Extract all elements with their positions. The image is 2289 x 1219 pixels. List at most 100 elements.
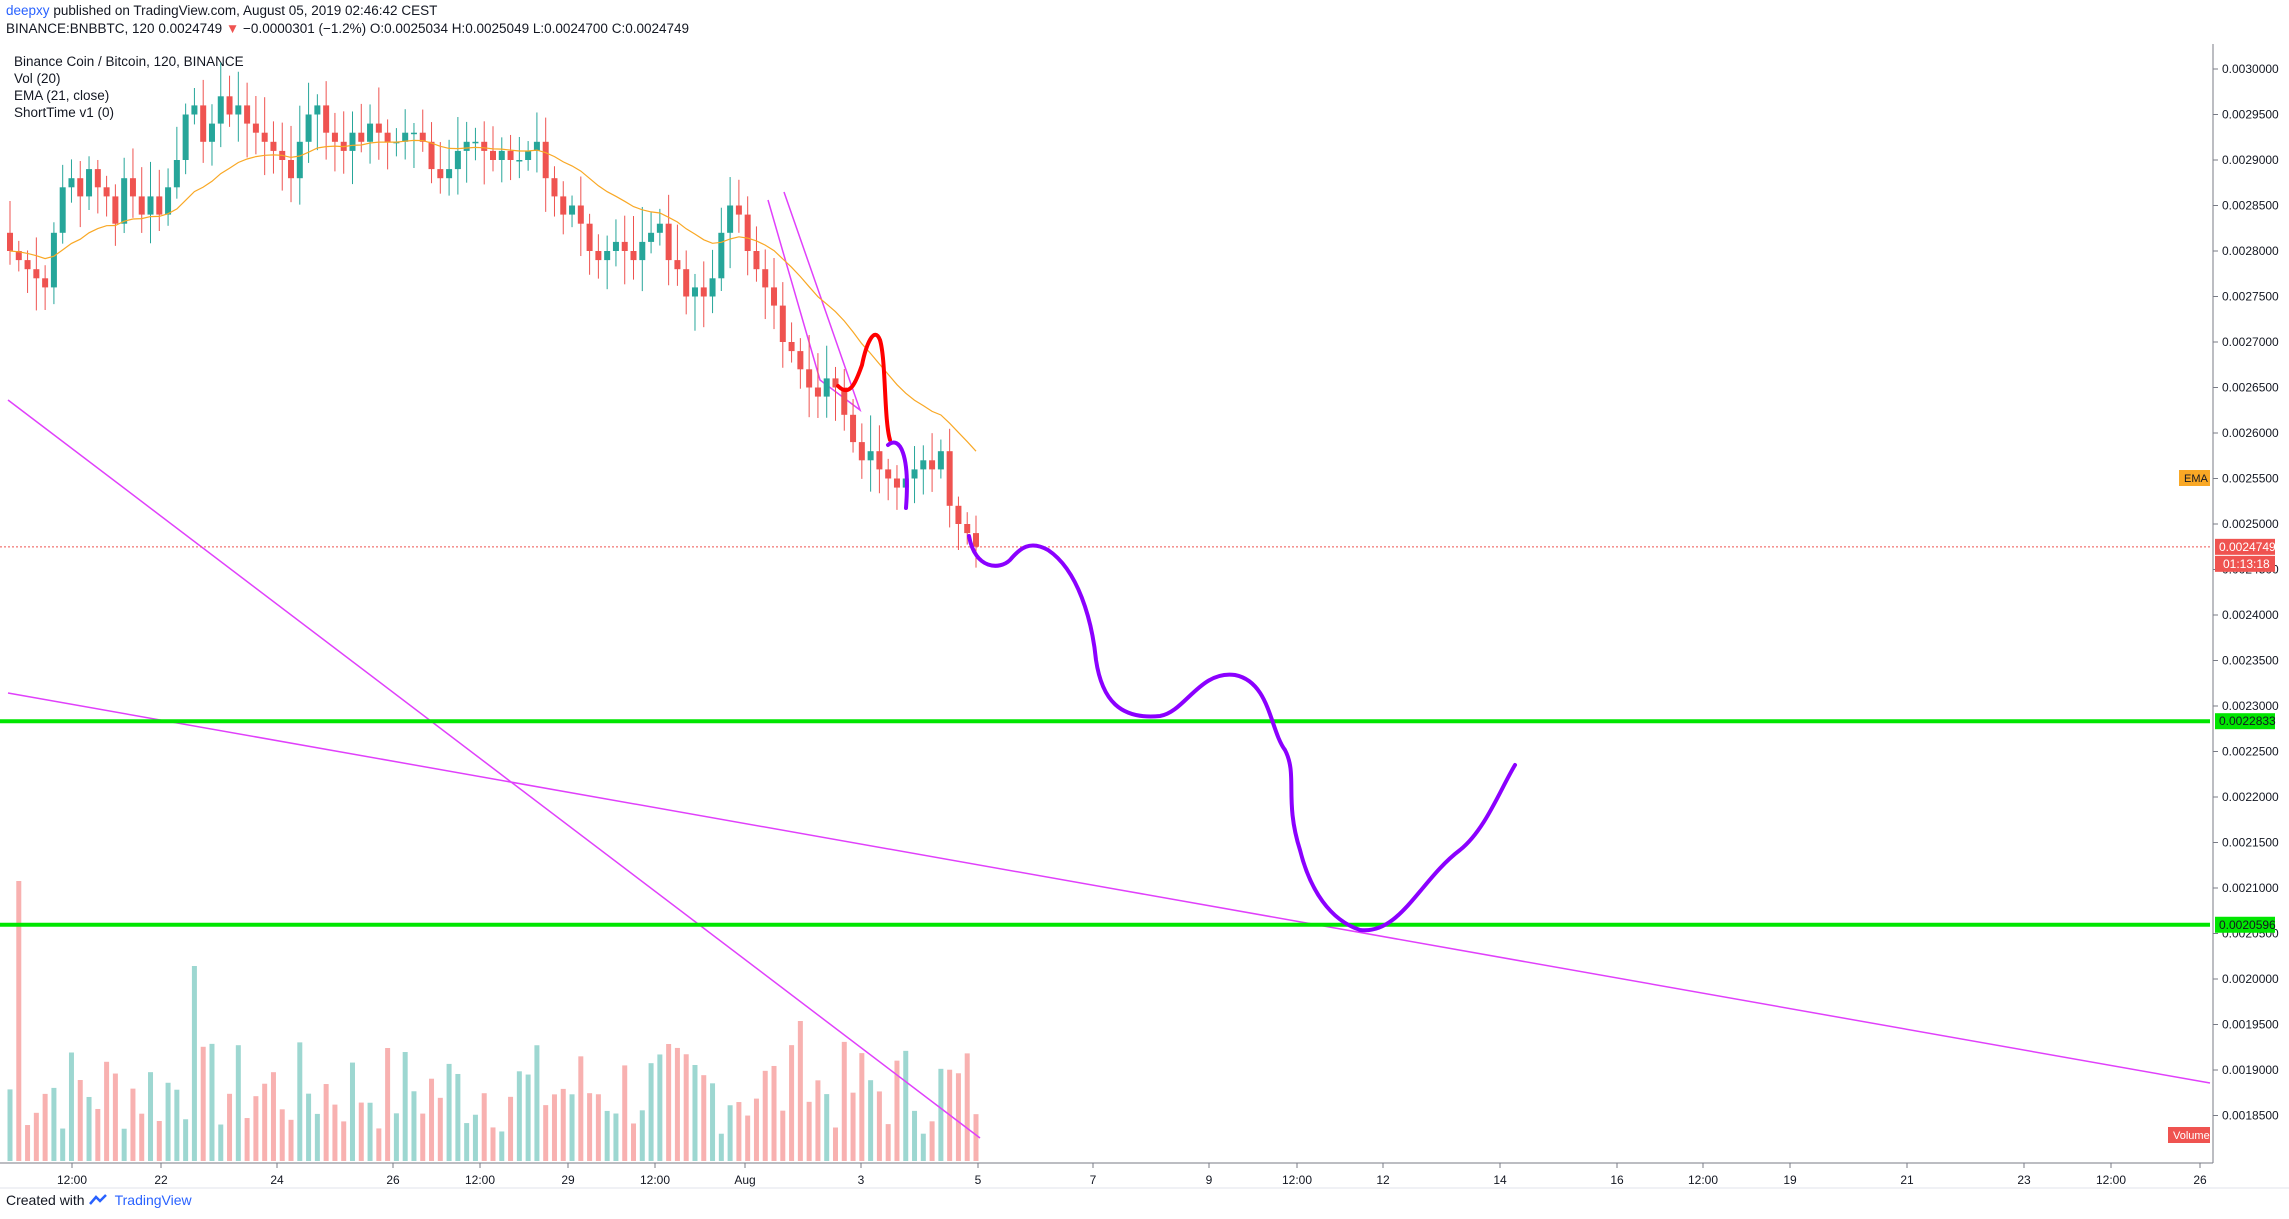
- volume-bar: [885, 1124, 891, 1161]
- volume-bar: [516, 1071, 522, 1161]
- volume-bar: [156, 1120, 162, 1161]
- volume-bar: [227, 1093, 233, 1161]
- volume-bar: [806, 1101, 812, 1161]
- volume-bar: [332, 1104, 338, 1161]
- time-tick-label: 12:00: [1282, 1173, 1312, 1187]
- volume-bar: [77, 1080, 83, 1161]
- price-tick-label: 0.0027500: [2222, 290, 2279, 304]
- candle-body: [68, 178, 75, 188]
- volume-bar: [964, 1053, 970, 1161]
- volume-bar: [341, 1121, 347, 1161]
- volume-bar: [446, 1063, 452, 1161]
- volume-bar: [692, 1064, 698, 1161]
- volume-bar: [270, 1072, 276, 1161]
- candle-body: [779, 305, 786, 342]
- time-tick-label: 12: [1376, 1173, 1390, 1187]
- legend-ema[interactable]: EMA (21, close): [14, 88, 110, 103]
- volume-bar: [174, 1089, 180, 1161]
- candle-body: [814, 387, 821, 397]
- volume-bar: [797, 1021, 803, 1161]
- volume-bar: [920, 1133, 926, 1161]
- candle-body: [744, 214, 751, 251]
- volume-bar: [112, 1073, 118, 1161]
- candle-body: [191, 105, 198, 115]
- candle-body: [762, 269, 769, 288]
- support-price-label: 0.0020596: [2219, 918, 2276, 932]
- price-tick-label: 0.0023000: [2222, 699, 2279, 713]
- ohlc-bar: BINANCE:BNBBTC, 120 0.0024749 ▼ −0.00003…: [6, 21, 689, 36]
- volume-bar: [666, 1044, 672, 1161]
- volume-bar: [429, 1078, 435, 1161]
- volume-bar: [279, 1109, 285, 1161]
- red-hand-drawing[interactable]: [836, 332, 892, 442]
- legend-title[interactable]: Binance Coin / Bitcoin, 120, BINANCE: [14, 54, 244, 69]
- volume-bar: [349, 1062, 355, 1161]
- candle-body: [323, 105, 330, 133]
- publish-header: deepxy published on TradingView.com, Aug…: [6, 3, 437, 18]
- time-tick-label: 12:00: [1688, 1173, 1718, 1187]
- time-tick-label: 26: [386, 1173, 400, 1187]
- change-value: −0.0000301 (−1.2%): [243, 21, 367, 36]
- volume-bar: [148, 1072, 154, 1161]
- candle-body: [691, 287, 698, 297]
- candle-body: [349, 132, 356, 151]
- forecast-path[interactable]: [967, 534, 1517, 933]
- candle-body: [771, 287, 778, 306]
- volume-bar: [718, 1133, 724, 1161]
- candle-body: [129, 178, 136, 197]
- volume-bar: [674, 1047, 680, 1161]
- candle-body: [331, 132, 338, 142]
- volume-bar: [578, 1056, 584, 1161]
- volume-bar: [648, 1063, 654, 1161]
- candle-body: [156, 196, 163, 215]
- candle-body: [911, 469, 918, 479]
- volume-tag-bg: [2168, 1127, 2210, 1143]
- volume-bar: [314, 1113, 320, 1161]
- brand-name[interactable]: TradingView: [114, 1192, 192, 1208]
- volume-bar: [323, 1084, 329, 1161]
- trendline-shallow[interactable]: [7, 692, 2211, 1084]
- candle-body: [384, 132, 391, 142]
- time-tick-label: 26: [2193, 1173, 2207, 1187]
- volume-bar: [832, 1127, 838, 1161]
- candle-body: [367, 123, 374, 142]
- candle-body: [867, 451, 874, 461]
- tradingview-logo-icon: [88, 1194, 107, 1205]
- price-tick-label: 0.0024000: [2222, 608, 2279, 622]
- purple-small-drawing[interactable]: [886, 440, 909, 510]
- legend-volume[interactable]: Vol (20): [14, 71, 61, 86]
- volume-bar: [894, 1060, 900, 1161]
- volume-bar: [437, 1097, 443, 1161]
- trendline-steep[interactable]: [7, 399, 981, 1139]
- time-tick-label: 22: [154, 1173, 168, 1187]
- volume-bar: [859, 1053, 865, 1161]
- candle-body: [516, 160, 523, 162]
- volume-bar: [130, 1088, 136, 1161]
- volume-bar: [560, 1088, 566, 1161]
- candle-body: [525, 150, 532, 160]
- volume-bar: [736, 1102, 742, 1161]
- volume-bar: [973, 1114, 979, 1161]
- price-tick-label: 0.0026000: [2222, 426, 2279, 440]
- publish-info: published on TradingView.com, August 05,…: [53, 3, 438, 18]
- candle-body: [33, 269, 40, 279]
- candle-body: [569, 205, 576, 215]
- candle-body: [437, 169, 444, 179]
- author-link[interactable]: deepxy: [6, 3, 50, 18]
- price-tick-label: 0.0021500: [2222, 836, 2279, 850]
- volume-bar: [876, 1091, 882, 1161]
- price-tick-label: 0.0026500: [2222, 381, 2279, 395]
- volume-bar: [33, 1112, 39, 1161]
- candle-body: [630, 251, 637, 261]
- volume-bar: [139, 1113, 145, 1161]
- legend-shorttime[interactable]: ShortTime v1 (0): [14, 105, 115, 120]
- volume-bar: [25, 1125, 31, 1161]
- candle-body: [165, 187, 172, 215]
- wedge-lines[interactable]: [767, 191, 862, 413]
- candle-body: [7, 232, 13, 251]
- candle-body: [920, 460, 927, 470]
- candle-body: [560, 196, 567, 215]
- candle-body: [850, 414, 857, 443]
- close-value: C:0.0024749: [611, 21, 690, 36]
